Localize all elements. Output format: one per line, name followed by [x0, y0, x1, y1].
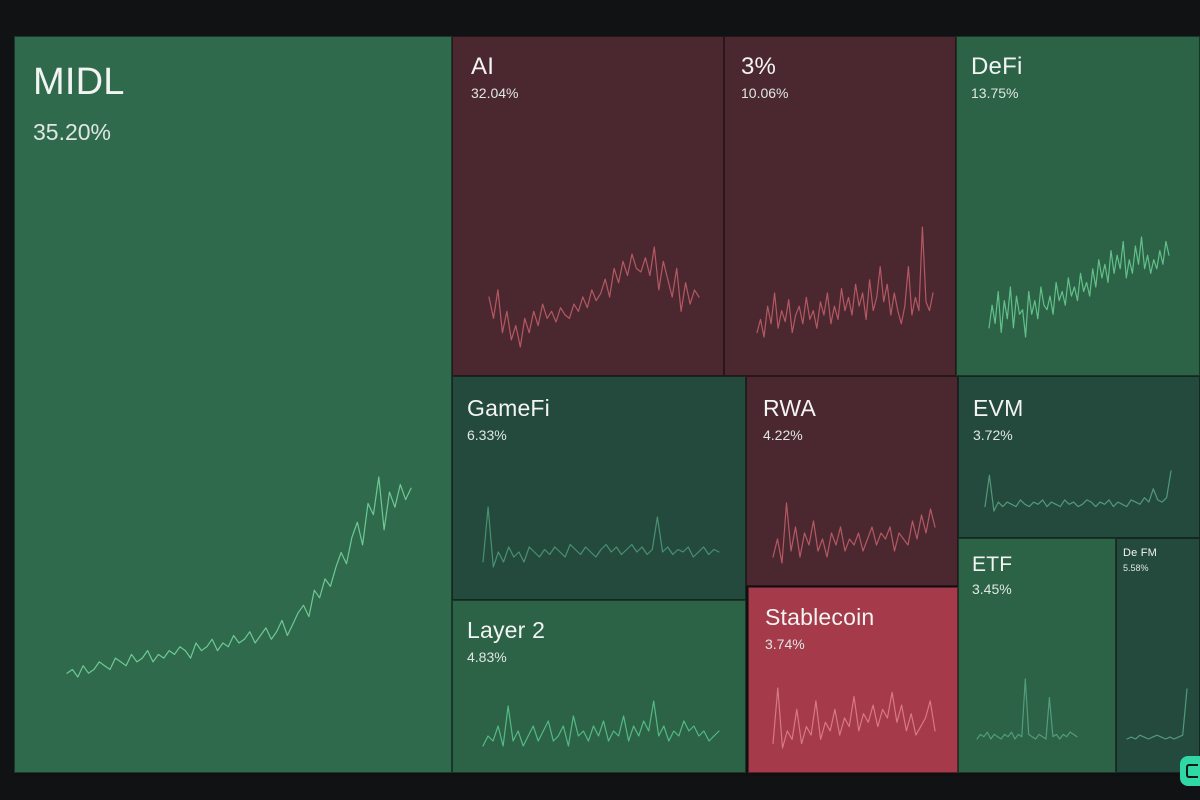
tile-defi[interactable]: DeFi 13.75% — [956, 36, 1200, 376]
sparkline-path — [772, 502, 936, 564]
tile-change: 13.75% — [971, 85, 1019, 101]
tile-name: ETF — [972, 553, 1013, 576]
sparkline-path — [756, 226, 934, 338]
tile-gamefi[interactable]: GameFi 6.33% — [452, 376, 746, 600]
tile-name: RWA — [763, 395, 816, 421]
tile-sparkline — [772, 502, 936, 564]
tile-change: 3.74% — [765, 636, 805, 652]
sparkline-path — [984, 470, 1172, 512]
tile-evm[interactable]: EVM 3.72% — [958, 376, 1200, 538]
sparkline-path — [1126, 688, 1188, 740]
tile-layer2[interactable]: Layer 2 4.83% — [452, 600, 746, 773]
tile-sparkline — [988, 236, 1170, 338]
tile-sparkline — [772, 687, 936, 749]
sparkline-path — [976, 678, 1078, 740]
sector-treemap: MIDL 35.20% AI 32.04% 3% 10.06% DeFi 13.… — [14, 36, 1200, 776]
tile-change: 10.06% — [741, 85, 789, 101]
sparkline-path — [988, 236, 1170, 338]
sparkline-path — [488, 246, 700, 348]
tile-name: Stablecoin — [765, 604, 875, 630]
tile-change: 4.22% — [763, 427, 803, 443]
tile-change: 6.33% — [467, 427, 507, 443]
tile-sparkline — [1126, 688, 1188, 740]
tile-change: 5.58% — [1123, 563, 1149, 573]
tile-name: GameFi — [467, 395, 550, 421]
chat-widget-button[interactable] — [1180, 756, 1200, 786]
tile-sparkline — [66, 476, 412, 678]
tile-sparkline — [976, 678, 1078, 740]
sparkline-path — [66, 476, 412, 678]
tile-name: DeFi — [971, 53, 1023, 80]
sparkline-path — [482, 506, 720, 568]
tile-rwa[interactable]: RWA 4.22% — [746, 376, 958, 586]
tile-change: 35.20% — [33, 119, 112, 145]
tile-stablecoin[interactable]: Stablecoin 3.74% — [748, 587, 958, 773]
tile-ai[interactable]: AI 32.04% — [452, 36, 724, 376]
tile-change: 3.45% — [972, 581, 1012, 597]
tile-name: De FM — [1123, 547, 1157, 559]
tile-name: 3% — [741, 53, 777, 80]
tile-name: MIDL — [33, 61, 125, 103]
tile-change: 3.72% — [973, 427, 1013, 443]
tile-midl[interactable]: MIDL 35.20% — [14, 36, 452, 773]
tile-3pct[interactable]: 3% 10.06% — [724, 36, 956, 376]
tile-name: Layer 2 — [467, 617, 546, 643]
tile-name: EVM — [973, 395, 1024, 421]
sparkline-path — [772, 687, 936, 749]
tile-sparkline — [482, 700, 720, 747]
sparkline-path — [482, 700, 720, 747]
tile-sparkline — [488, 246, 700, 348]
chat-icon — [1186, 764, 1198, 778]
tile-change: 4.83% — [467, 649, 507, 665]
tile-sparkline — [756, 226, 934, 338]
tile-defm[interactable]: De FM 5.58% — [1116, 538, 1200, 773]
tile-sparkline — [482, 506, 720, 568]
tile-etf[interactable]: ETF 3.45% — [958, 538, 1116, 773]
tile-change: 32.04% — [471, 85, 519, 101]
tile-sparkline — [984, 470, 1172, 512]
tile-name: AI — [471, 53, 495, 80]
